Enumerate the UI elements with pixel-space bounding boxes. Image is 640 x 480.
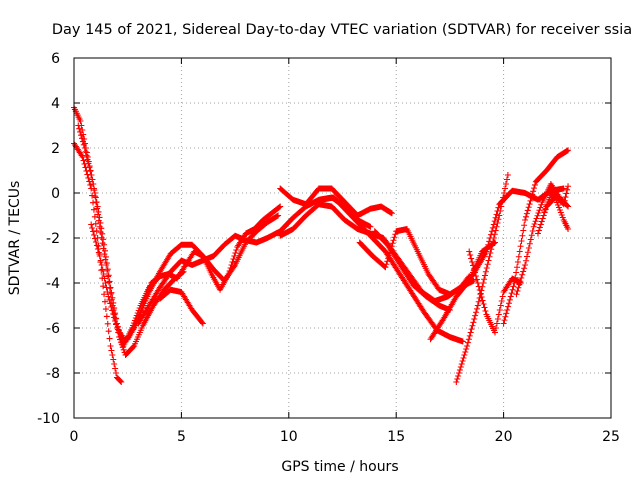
satellite-track-20 (541, 183, 572, 214)
chart-title: Day 145 of 2021, Sidereal Day-to-day VTE… (52, 22, 632, 38)
satellite-track-11 (356, 226, 473, 298)
x-tick-label: 15 (387, 429, 405, 445)
plus-markers (156, 286, 206, 327)
x-tick-label: 20 (495, 429, 513, 445)
y-tick-label: 2 (51, 141, 60, 157)
tick-labels: 0 5 10 15 20 25 -10 -8 -6 -4 -2 0 2 4 6 (37, 51, 620, 445)
plus-markers (277, 201, 477, 304)
satellite-track-17 (500, 147, 572, 327)
satellite-track-9 (277, 201, 477, 304)
y-tick-label: 4 (51, 96, 60, 112)
plus-markers (71, 104, 187, 358)
x-tick-label: 25 (602, 429, 620, 445)
x-tick-label: 5 (177, 429, 186, 445)
plus-markers (371, 228, 453, 313)
satellite-track-10 (318, 194, 466, 345)
y-tick-label: -10 (37, 411, 60, 427)
plus-markers (513, 181, 572, 298)
plus-markers (541, 183, 572, 214)
grid-lines (74, 58, 611, 418)
satellite-track-5 (124, 212, 282, 343)
plus-markers (356, 226, 473, 298)
plus-markers (124, 212, 282, 343)
plot-frame (73, 57, 612, 419)
satellite-track-12 (371, 228, 453, 313)
y-tick-label: -6 (46, 321, 60, 337)
y-tick-label: -8 (46, 366, 60, 382)
y-tick-label: -4 (46, 276, 60, 292)
x-tick-label: 0 (70, 429, 79, 445)
satellite-track-8 (277, 185, 395, 219)
y-tick-label: 6 (51, 51, 60, 67)
y-axis-label: SDTVAR / TECUs (7, 181, 23, 296)
plus-markers (277, 185, 395, 219)
satellite-track-7 (156, 286, 206, 327)
x-tick-label: 10 (280, 429, 298, 445)
satellite-track-18 (513, 181, 572, 298)
satellite-track-3 (71, 140, 125, 385)
data-points (71, 104, 572, 385)
plus-markers (318, 194, 466, 345)
plus-markers (71, 140, 125, 385)
y-tick-label: 0 (51, 186, 60, 202)
plus-markers (500, 147, 572, 327)
satellite-track-1 (71, 104, 187, 358)
y-tick-label: -2 (46, 231, 60, 247)
x-axis-label: GPS time / hours (281, 459, 398, 475)
